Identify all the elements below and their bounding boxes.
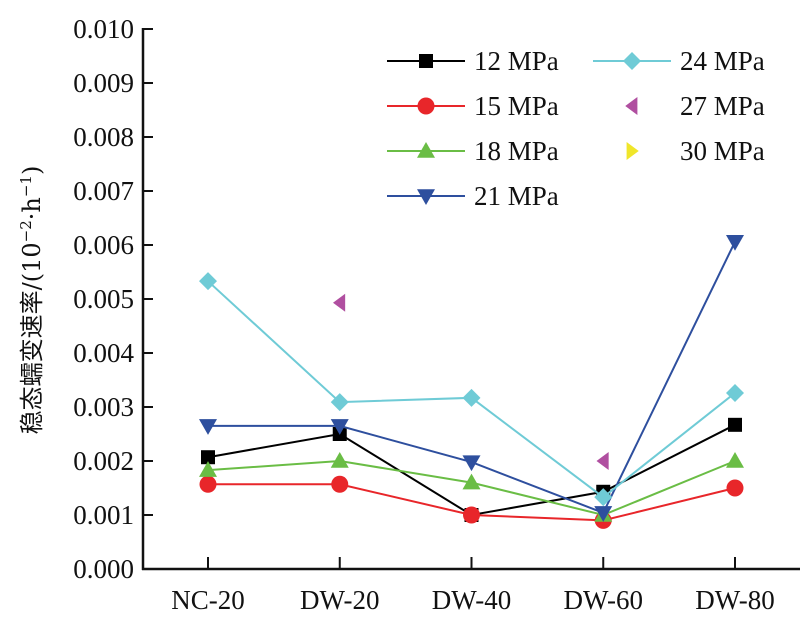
x-tick-label: DW-80 [695, 585, 774, 615]
y-tick-label: 0.008 [73, 122, 134, 152]
series-27-mpa [333, 293, 609, 470]
legend-label: 30 MPa [680, 136, 765, 166]
legend-label: 12 MPa [474, 46, 559, 76]
series-group [199, 235, 744, 529]
legend-label: 21 MPa [474, 181, 559, 211]
data-point [333, 293, 346, 312]
x-tick-label: DW-40 [432, 585, 511, 615]
legend-item: 30 MPa [626, 136, 765, 166]
x-tick-label: DW-20 [300, 585, 379, 615]
legend-label: 15 MPa [474, 91, 559, 121]
x-tick-label: NC-20 [171, 585, 245, 615]
legend-marker [417, 97, 435, 115]
data-point [726, 383, 744, 402]
series-line [208, 241, 736, 515]
data-point [330, 393, 349, 412]
legend-label: 24 MPa [680, 46, 765, 76]
data-point [726, 235, 744, 251]
y-tick-label: 0.004 [73, 338, 134, 368]
x-tick-label: DW-60 [564, 585, 643, 615]
legend-item: 21 MPa [387, 181, 559, 211]
data-point [462, 473, 481, 490]
data-point [199, 461, 217, 477]
legend-item: 24 MPa [593, 46, 765, 76]
series-21-mpa [199, 235, 744, 522]
y-tick-label: 0.006 [73, 230, 134, 260]
data-point [463, 506, 480, 524]
data-point [726, 452, 744, 468]
legend-marker [417, 142, 435, 158]
y-tick-label: 0.007 [73, 176, 134, 206]
legend-label: 18 MPa [474, 136, 559, 166]
data-point [726, 479, 744, 497]
data-point [199, 475, 217, 493]
legend-item: 27 MPa [625, 91, 765, 121]
legend-item: 15 MPa [387, 91, 559, 121]
legend: 12 MPa 15 MPa 18 MPa 21 MPa 24 MPa 27 MPa 30 M… [387, 46, 765, 211]
y-tick-label: 0.000 [73, 554, 134, 584]
legend-marker [623, 52, 641, 70]
data-point [330, 452, 349, 468]
data-point [199, 272, 217, 291]
data-point [199, 419, 217, 435]
x-axis-ticks: NC-20 DW-20 DW-40 DW-60 DW-80 [171, 557, 775, 615]
data-point [594, 488, 613, 507]
data-point [594, 506, 613, 522]
legend-label: 27 MPa [680, 91, 765, 121]
y-tick-label: 0.005 [73, 284, 134, 314]
y-tick-label: 0.002 [73, 446, 134, 476]
y-tick-label: 0.003 [73, 392, 134, 422]
legend-marker [625, 97, 638, 115]
data-point [728, 417, 742, 432]
legend-marker [419, 54, 433, 68]
legend-item: 12 MPa [387, 46, 559, 76]
data-point [201, 450, 215, 465]
data-point [330, 419, 349, 435]
legend-item: 18 MPa [387, 136, 559, 166]
y-axis-label: 稳态蠕变速率/(10−2·h−1) [17, 166, 46, 435]
series-24-mpa [199, 272, 744, 507]
y-axis-ticks: 0.000 0.001 0.002 0.003 0.004 0.005 0.006 0.007… [73, 14, 153, 584]
data-point [462, 388, 481, 407]
legend-marker [417, 189, 435, 205]
data-point [331, 475, 349, 493]
y-tick-label: 0.010 [73, 14, 134, 44]
legend-marker [626, 142, 639, 160]
y-tick-label: 0.009 [73, 68, 134, 98]
data-point [596, 452, 609, 470]
y-tick-label: 0.001 [73, 500, 134, 530]
data-point [462, 455, 481, 472]
